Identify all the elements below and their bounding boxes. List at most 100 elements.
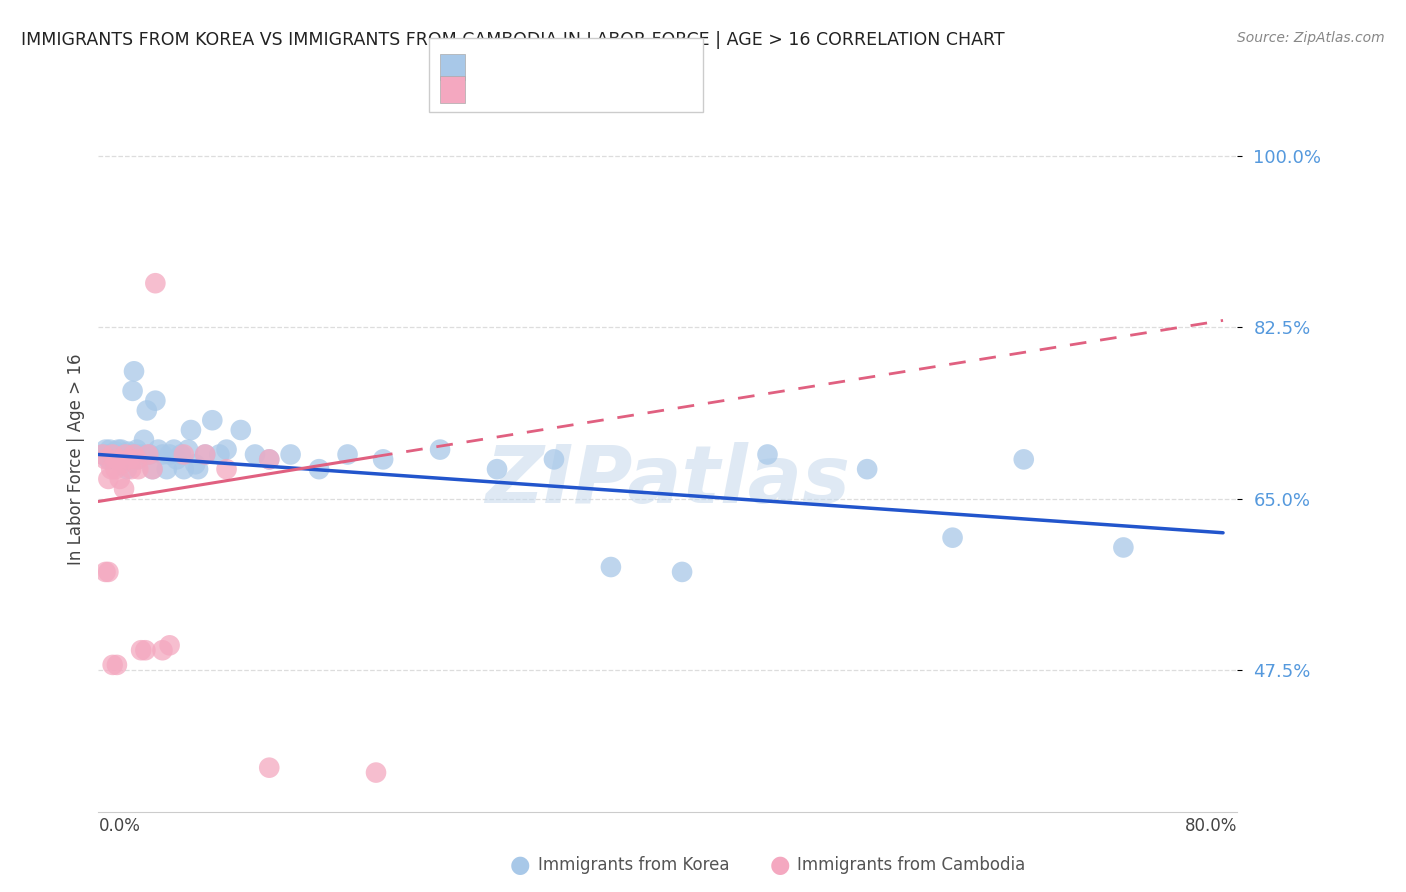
Point [166, 452, 188, 467]
Point [145, 393, 167, 408]
Point [117, 444, 139, 458]
Point [229, 423, 252, 437]
Point [122, 448, 145, 462]
Point [111, 448, 134, 462]
Text: N =: N = [567, 80, 606, 98]
Point [135, 403, 157, 417]
Text: Source: ZipAtlas.com: Source: ZipAtlas.com [1237, 31, 1385, 45]
Point [671, 565, 693, 579]
Point [280, 448, 302, 462]
Text: ●: ● [770, 854, 790, 877]
Point [152, 643, 174, 657]
Text: 80.0%: 80.0% [1185, 816, 1237, 835]
Text: 0.0%: 0.0% [98, 816, 141, 835]
Point [91, 448, 114, 462]
Point [110, 457, 132, 471]
Point [132, 433, 155, 447]
Point [125, 442, 148, 457]
Point [215, 462, 238, 476]
Point [114, 448, 136, 462]
Point [184, 457, 207, 471]
Point [101, 657, 124, 672]
Point [134, 643, 156, 657]
Text: IMMIGRANTS FROM KOREA VS IMMIGRANTS FROM CAMBODIA IN LABOR FORCE | AGE > 16 CORR: IMMIGRANTS FROM KOREA VS IMMIGRANTS FROM… [21, 31, 1005, 49]
Point [756, 448, 779, 462]
Point [600, 560, 623, 574]
Point [543, 452, 565, 467]
Point [215, 442, 238, 457]
Point [97, 452, 120, 467]
Point [107, 442, 129, 457]
Point [129, 643, 152, 657]
Point [187, 462, 209, 476]
Text: R =: R = [475, 80, 520, 98]
Text: 28: 28 [596, 80, 621, 98]
Y-axis label: In Labor Force | Age > 16: In Labor Force | Age > 16 [66, 353, 84, 566]
Point [97, 565, 120, 579]
Point [115, 462, 138, 476]
Point [243, 448, 266, 462]
Point [173, 462, 195, 476]
Point [1012, 452, 1035, 467]
Point [201, 413, 224, 427]
Point [429, 442, 451, 457]
Point [148, 442, 170, 457]
Point [364, 765, 387, 780]
Point [156, 462, 179, 476]
Text: Immigrants from Korea: Immigrants from Korea [538, 856, 730, 874]
Text: N =: N = [567, 58, 606, 76]
Point [141, 462, 163, 476]
Point [94, 442, 117, 457]
Point [120, 462, 142, 476]
Point [124, 448, 146, 462]
Point [138, 448, 160, 462]
Point [105, 452, 128, 467]
Text: ZIPatlas: ZIPatlas [485, 442, 851, 519]
Point [486, 462, 509, 476]
Point [163, 442, 186, 457]
Point [120, 448, 142, 462]
Point [145, 277, 167, 291]
Point [108, 472, 131, 486]
Point [100, 462, 122, 476]
Point [98, 442, 121, 457]
Point [104, 462, 127, 476]
Point [942, 531, 965, 545]
Point [103, 450, 125, 465]
Point [177, 442, 200, 457]
Point [125, 452, 148, 467]
Point [112, 454, 135, 468]
Point [159, 638, 181, 652]
Point [141, 462, 163, 476]
Point [122, 364, 145, 378]
Point [194, 448, 217, 462]
Text: ●: ● [510, 854, 530, 877]
Text: 64: 64 [596, 58, 621, 76]
Point [194, 448, 217, 462]
Point [108, 452, 131, 467]
Point [173, 448, 195, 462]
Point [104, 444, 127, 458]
Point [101, 448, 124, 462]
Point [127, 452, 149, 467]
Point [114, 450, 136, 465]
Point [170, 448, 193, 462]
Point [105, 657, 128, 672]
Point [1112, 541, 1135, 555]
Point [100, 448, 122, 462]
Point [94, 565, 117, 579]
Point [259, 761, 281, 775]
Text: Immigrants from Cambodia: Immigrants from Cambodia [797, 856, 1025, 874]
Point [336, 448, 359, 462]
Point [110, 442, 132, 457]
Point [308, 462, 330, 476]
Point [121, 384, 143, 398]
Point [136, 448, 159, 462]
Point [259, 452, 281, 467]
Point [117, 452, 139, 467]
Point [180, 423, 202, 437]
Text: R =: R = [475, 58, 515, 76]
Point [259, 452, 281, 467]
Point [105, 448, 128, 462]
Point [373, 452, 395, 467]
